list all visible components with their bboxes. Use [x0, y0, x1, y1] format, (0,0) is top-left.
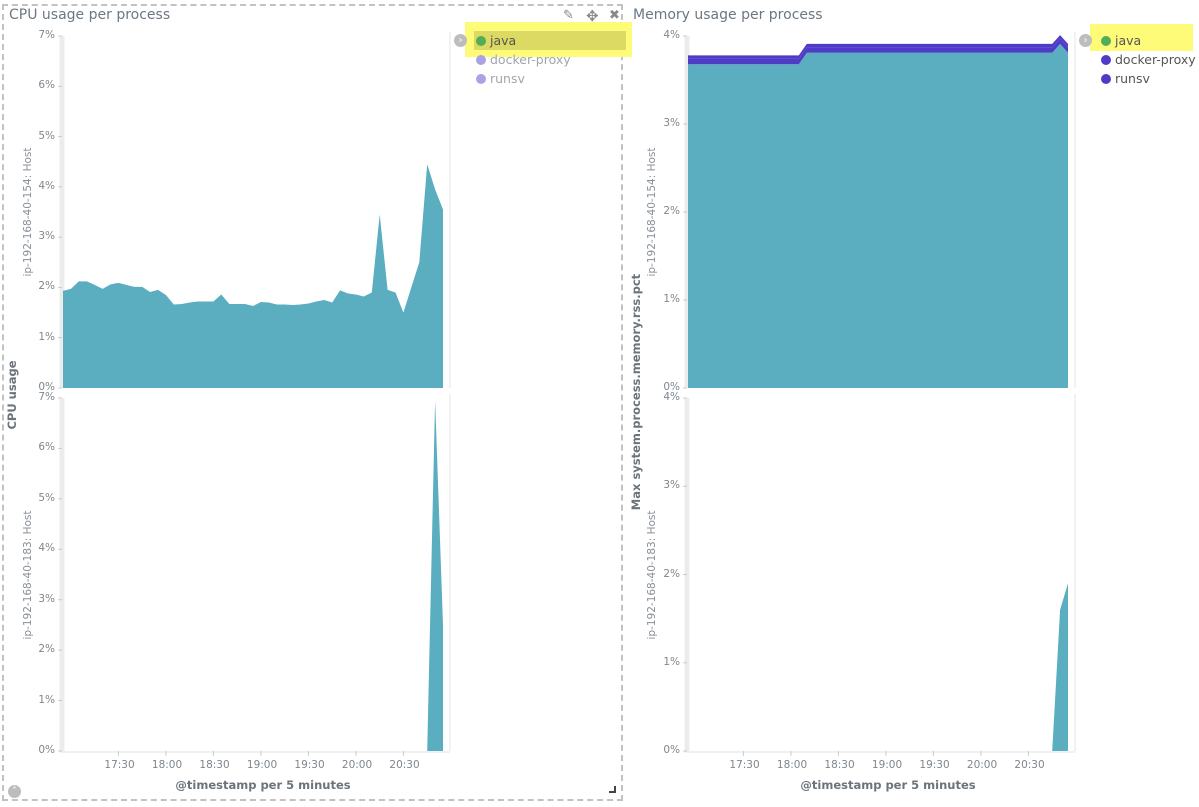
y-tick-label: 4% — [663, 29, 680, 41]
y-tick-label: 7% — [38, 391, 55, 403]
legend-toggle-button[interactable]: › — [454, 34, 467, 47]
collapse-chevron-up-icon[interactable]: ˄ — [8, 785, 21, 798]
area-java — [427, 400, 443, 751]
y-tick-label: 2% — [663, 205, 680, 217]
row-host-label: ip-192-168-40-183: Host — [22, 509, 34, 640]
legend-dot-icon — [1101, 35, 1111, 46]
y-tick-label: 0% — [38, 744, 55, 756]
area-java — [63, 164, 443, 388]
row-host-label: ip-192-168-40-154: Host — [646, 147, 658, 277]
legend-item-java[interactable]: java — [1101, 33, 1141, 48]
legend-dot-icon — [476, 35, 486, 46]
legend-dot-icon — [1101, 54, 1111, 65]
y-tick-label: 4% — [38, 542, 55, 555]
area-java — [1052, 583, 1068, 751]
legend-item-docker-proxy[interactable]: docker-proxy — [1101, 52, 1196, 67]
y-tick-label: 5% — [38, 129, 55, 142]
legend-label: runsv — [490, 71, 525, 86]
legend-toggle-button[interactable]: › — [1079, 34, 1092, 47]
y-tick-label: 1% — [663, 293, 680, 305]
resize-handle-icon[interactable] — [609, 786, 616, 793]
y-axis-title: Max system.process.memory.rss.pct — [629, 273, 643, 511]
legend-label: docker-proxy — [490, 52, 571, 67]
x-tick-label: 18:30 — [199, 759, 230, 771]
legend-row-highlight — [474, 31, 626, 50]
y-tick-label: 1% — [38, 693, 55, 706]
x-tick-label: 17:30 — [104, 759, 135, 771]
pencil-icon[interactable]: ✎ — [563, 8, 574, 23]
x-tick-label: 19:30 — [294, 759, 325, 771]
legend-item-java[interactable]: java — [476, 33, 516, 48]
x-tick-label: 20:00 — [966, 759, 998, 771]
x-tick-label: 20:30 — [389, 759, 420, 771]
legend-dot-icon — [476, 73, 486, 84]
y-tick-label: 5% — [38, 491, 55, 504]
x-tick-label: 17:30 — [729, 759, 760, 771]
legend-label: runsv — [1115, 71, 1150, 86]
row-host-label: ip-192-168-40-183: Host — [646, 509, 658, 640]
x-tick-label: 18:00 — [776, 759, 808, 771]
move-icon[interactable]: ✥ — [586, 7, 599, 25]
x-tick-label: 20:00 — [341, 759, 373, 771]
legend-dot-icon — [476, 54, 486, 65]
y-tick-label: 3% — [663, 117, 680, 129]
x-tick-label: 20:30 — [1014, 759, 1045, 771]
panel-title: CPU usage per process — [9, 7, 171, 23]
x-tick-label: 19:00 — [246, 759, 278, 771]
x-axis-title: @timestamp per 5 minutes — [175, 778, 351, 792]
legend-label: java — [490, 33, 517, 48]
y-tick-label: 2% — [38, 643, 55, 656]
y-tick-label: 0% — [663, 381, 680, 393]
x-axis-title: @timestamp per 5 minutes — [800, 778, 976, 792]
y-axis-title: CPU usage — [5, 360, 19, 430]
close-icon[interactable]: ✖ — [609, 8, 620, 23]
y-tick-label: 4% — [663, 391, 680, 403]
y-tick-label: 2% — [663, 567, 680, 580]
y-tick-label: 1% — [38, 330, 55, 343]
x-tick-label: 18:00 — [151, 759, 183, 771]
legend-label: java — [1115, 33, 1142, 48]
y-tick-label: 1% — [663, 655, 680, 668]
y-tick-label: 7% — [38, 29, 55, 41]
legend-dot-icon — [1101, 73, 1111, 84]
y-tick-label: 3% — [663, 479, 680, 492]
area-runsv — [688, 35, 1068, 59]
x-tick-label: 19:30 — [919, 759, 950, 771]
row-host-label: ip-192-168-40-154: Host — [22, 147, 34, 277]
y-tick-label: 4% — [38, 179, 55, 192]
y-tick-label: 3% — [38, 230, 55, 243]
y-tick-label: 2% — [38, 280, 55, 293]
cpu-panel-border — [2, 4, 623, 801]
legend-item-runsv[interactable]: runsv — [1101, 71, 1150, 86]
y-tick-label: 3% — [38, 592, 55, 605]
legend-item-docker-proxy[interactable]: docker-proxy — [476, 52, 571, 67]
area-java — [688, 43, 1068, 389]
panel-title: Memory usage per process — [633, 7, 823, 23]
y-tick-label: 0% — [38, 381, 55, 393]
y-tick-label: 0% — [663, 744, 680, 756]
y-tick-label: 6% — [38, 441, 55, 454]
area-docker-proxy — [688, 38, 1068, 65]
legend-item-runsv[interactable]: runsv — [476, 71, 525, 86]
x-tick-label: 18:30 — [824, 759, 855, 771]
x-tick-label: 19:00 — [871, 759, 903, 771]
legend-label: docker-proxy — [1115, 52, 1196, 67]
y-tick-label: 6% — [38, 79, 55, 92]
